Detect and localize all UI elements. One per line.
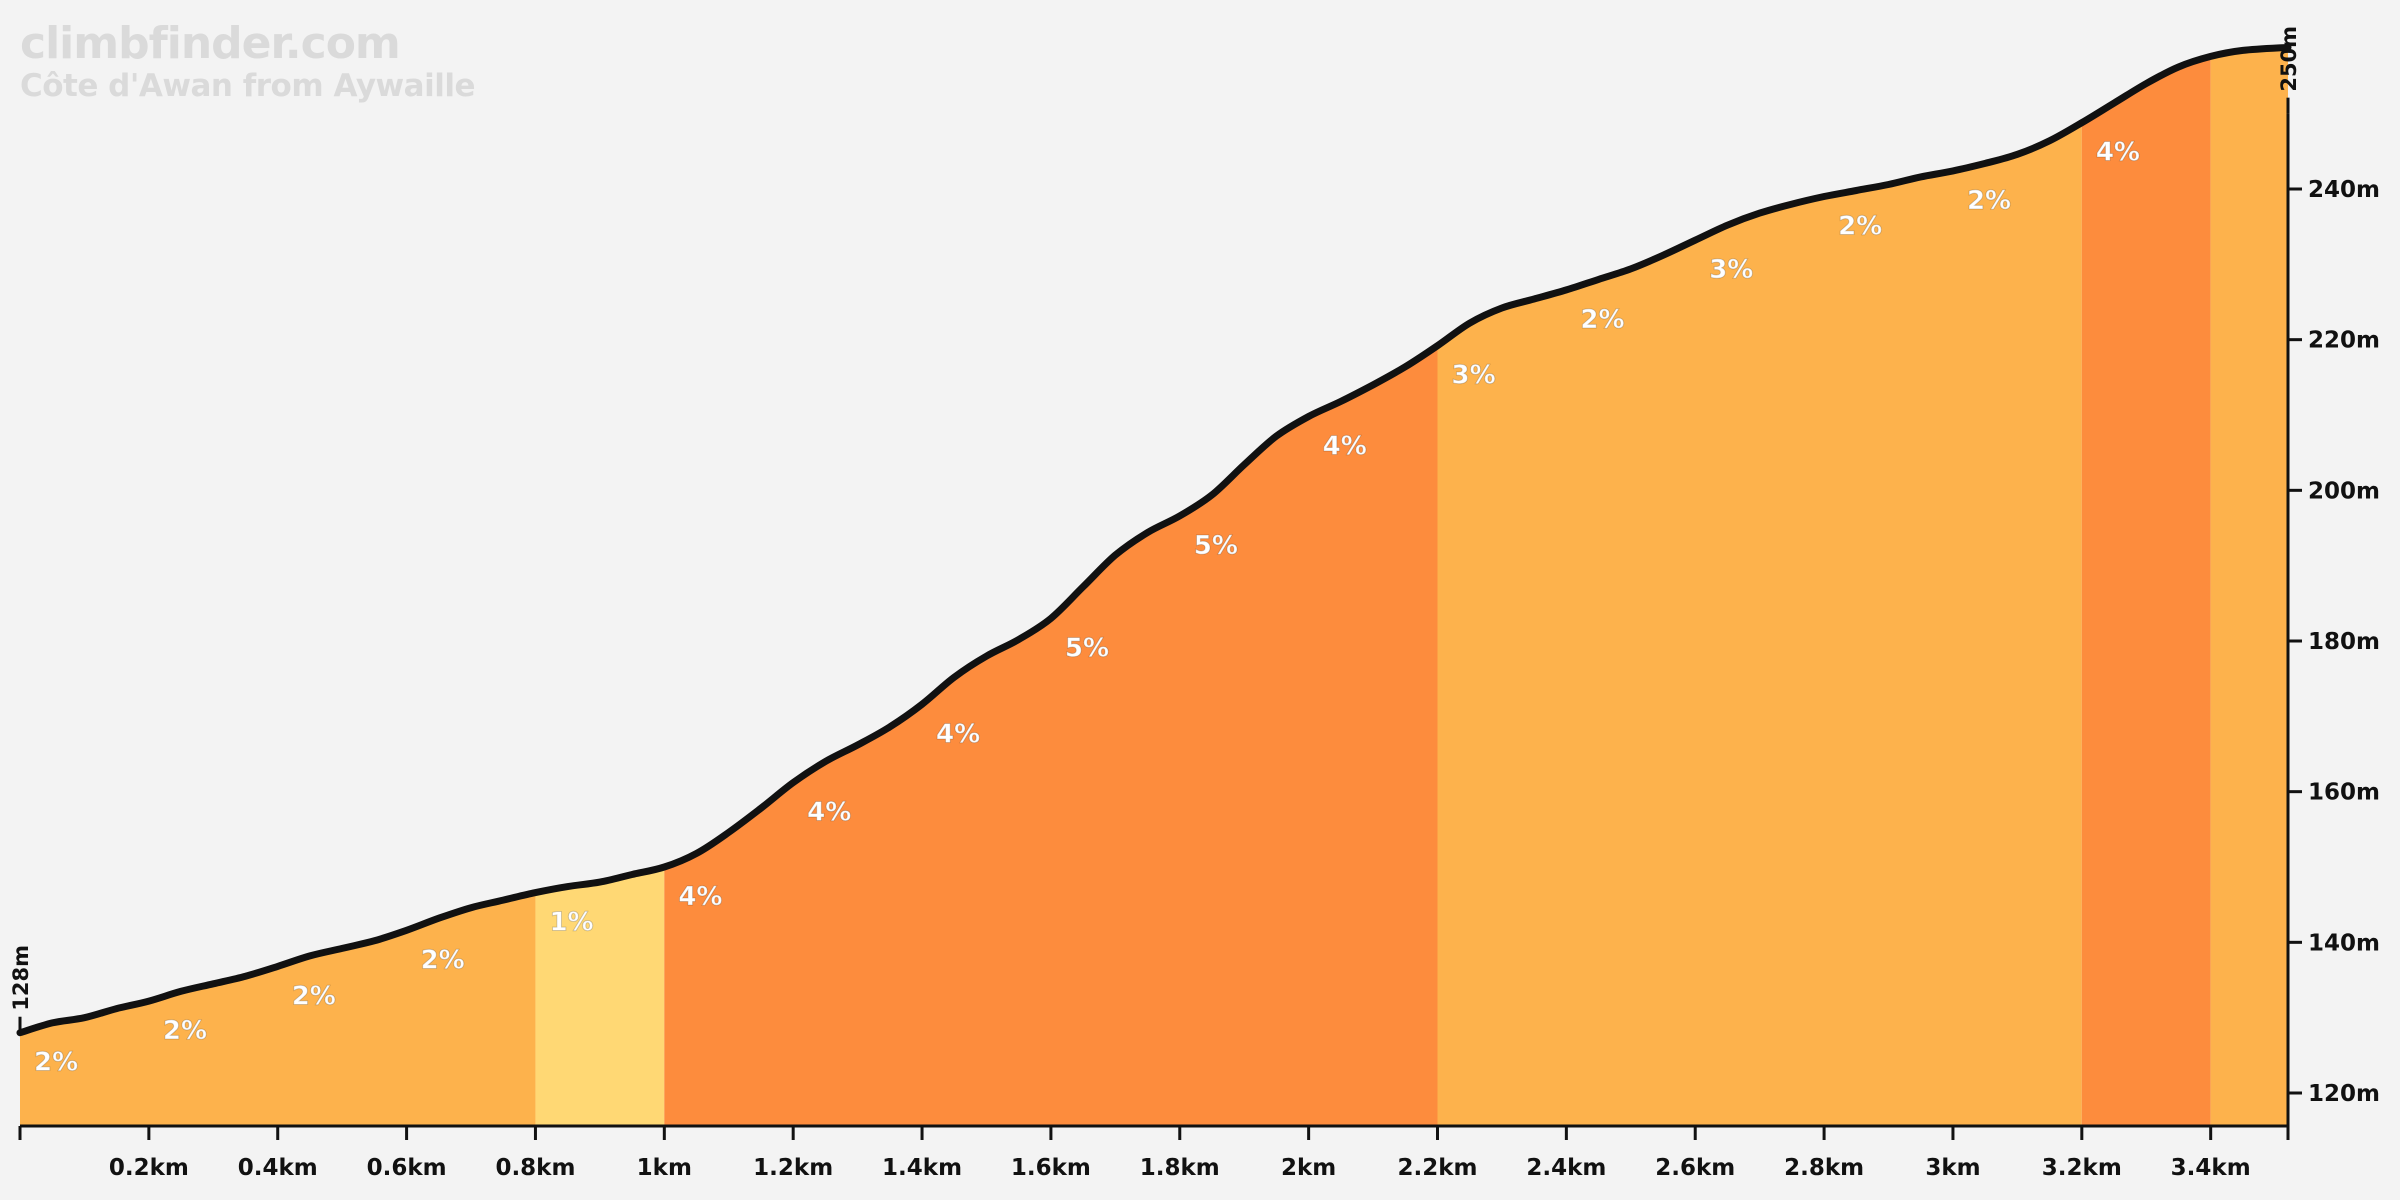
gradient-label: 4% bbox=[807, 798, 851, 828]
gradient-label: 2% bbox=[34, 1048, 78, 1078]
gradient-label: 3% bbox=[1709, 255, 1753, 285]
y-tick-label: 120m bbox=[2308, 1081, 2380, 1107]
y-tick-label: 200m bbox=[2308, 478, 2380, 504]
gradient-label: 3% bbox=[1452, 361, 1496, 391]
x-tick-label: 0.2km bbox=[109, 1155, 189, 1181]
gradient-label: 2% bbox=[1580, 305, 1624, 335]
climb-title: Côte d'Awan from Aywaille bbox=[20, 68, 476, 104]
x-tick-label: 2.8km bbox=[1784, 1155, 1864, 1181]
grade-segment bbox=[664, 47, 1438, 1126]
x-tick-label: 3.2km bbox=[2042, 1155, 2122, 1181]
site-watermark: climbfinder.com bbox=[20, 18, 401, 69]
gradient-label: 1% bbox=[549, 908, 593, 938]
x-tick-label: 0.4km bbox=[238, 1155, 318, 1181]
y-tick-label: 180m bbox=[2308, 629, 2380, 655]
grade-segment bbox=[2210, 47, 2288, 1126]
grade-segment bbox=[1437, 47, 2082, 1126]
x-tick-label: 1.4km bbox=[882, 1155, 962, 1181]
x-tick-label: 1.8km bbox=[1140, 1155, 1220, 1181]
gradient-label: 2% bbox=[1967, 186, 2011, 216]
end-elevation-label: 250m bbox=[2277, 26, 2301, 92]
x-tick-label: 2km bbox=[1281, 1155, 1336, 1181]
x-tick-label: 2.4km bbox=[1526, 1155, 1606, 1181]
x-tick-label: 1km bbox=[637, 1155, 692, 1181]
x-tick-label: 2.2km bbox=[1397, 1155, 1477, 1181]
gradient-label: 2% bbox=[292, 981, 336, 1011]
gradient-label: 2% bbox=[1838, 212, 1882, 242]
grade-segment bbox=[2081, 47, 2211, 1126]
x-tick-label: 1.6km bbox=[1011, 1155, 1091, 1181]
x-tick-label: 0.6km bbox=[367, 1155, 447, 1181]
axes: 0.2km 0.4km 0.6km 0.8km 1km 1.2km 1.4km 1.6km 1.… bbox=[9, 26, 2380, 1181]
gradient-label: 2% bbox=[163, 1016, 207, 1046]
x-tick-label: 1.2km bbox=[753, 1155, 833, 1181]
x-tick-label: 2.6km bbox=[1655, 1155, 1735, 1181]
y-tick-label: 220m bbox=[2308, 328, 2380, 354]
gradient-label: 4% bbox=[1323, 432, 1367, 462]
gradient-label: 2% bbox=[421, 945, 465, 975]
gradient-label: 4% bbox=[678, 882, 722, 912]
start-elevation-label: 128m bbox=[9, 945, 33, 1011]
gradient-label: 4% bbox=[2096, 138, 2140, 168]
gradient-labels: 2% 2% 2% 2% 1% 4% 4% 4% 5% 5% 4% 3% 2% 3% 2% 2% 4% bbox=[34, 137, 2141, 1078]
x-tick-label: 0.8km bbox=[495, 1155, 575, 1181]
gradient-label: 5% bbox=[1065, 633, 1109, 663]
y-tick-label: 160m bbox=[2308, 780, 2380, 806]
y-tick-label: 240m bbox=[2308, 177, 2380, 203]
gradient-label: 4% bbox=[936, 719, 980, 749]
gradient-label: 5% bbox=[1194, 531, 1238, 561]
grade-segment bbox=[535, 47, 665, 1126]
x-tick-label: 3km bbox=[1925, 1155, 1980, 1181]
x-tick-label: 3.4km bbox=[2171, 1155, 2251, 1181]
y-tick-label: 140m bbox=[2308, 930, 2380, 956]
profile-line bbox=[16, 43, 2292, 1037]
